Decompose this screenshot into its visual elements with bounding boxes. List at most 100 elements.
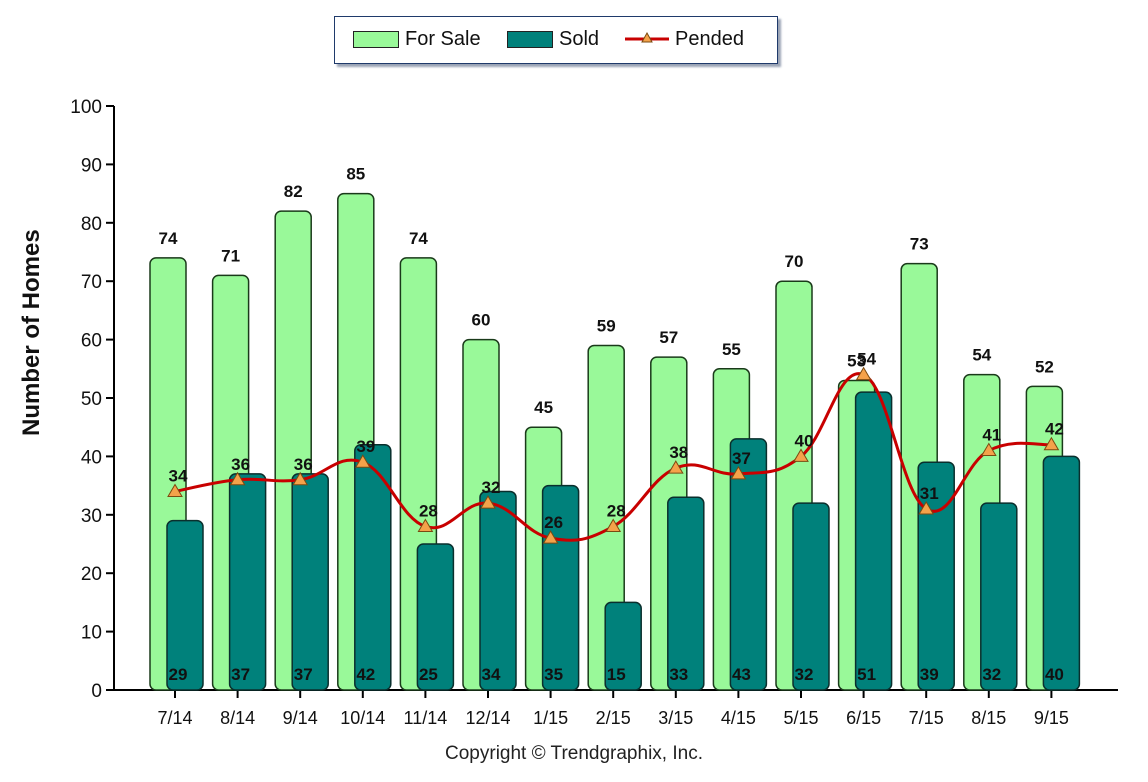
y-tick-label: 30 bbox=[81, 506, 102, 527]
for-sale-value-label: 59 bbox=[597, 316, 616, 335]
pended-value-label: 31 bbox=[920, 484, 939, 503]
for-sale-value-label: 54 bbox=[972, 346, 991, 365]
for-sale-value-label: 53 bbox=[847, 351, 866, 370]
legend-label-for-sale: For Sale bbox=[405, 27, 481, 50]
for-sale-value-label: 52 bbox=[1035, 357, 1054, 376]
bar-sold bbox=[917, 461, 955, 691]
pended-marker bbox=[667, 460, 684, 474]
pended-marker bbox=[980, 442, 997, 457]
pended-marker bbox=[730, 465, 747, 480]
y-tick-label: 90 bbox=[81, 155, 102, 176]
pended-marker bbox=[542, 530, 559, 544]
legend-label-sold: Sold bbox=[559, 27, 600, 50]
bar-sold bbox=[604, 601, 642, 691]
y-axis-title: Number of Homes bbox=[18, 229, 45, 436]
for-sale-value-label: 45 bbox=[534, 398, 553, 417]
pended-marker bbox=[793, 448, 809, 462]
for-sale-value-label: 70 bbox=[785, 252, 804, 271]
sold-value-label: 34 bbox=[482, 665, 501, 684]
legend: For Sale Sold Pended bbox=[334, 16, 778, 64]
bar-sold bbox=[166, 519, 204, 691]
pended-marker bbox=[480, 495, 496, 509]
pended-marker bbox=[354, 454, 371, 468]
y-tick-label: 10 bbox=[81, 623, 102, 644]
y-tick-label: 100 bbox=[70, 97, 102, 118]
pended-marker bbox=[918, 500, 935, 515]
pended-value-label: 38 bbox=[669, 443, 688, 462]
pended-value-label: 41 bbox=[982, 426, 1001, 445]
legend-item-for-sale: For Sale bbox=[353, 27, 481, 51]
sold-value-label: 37 bbox=[231, 665, 250, 684]
for-sale-value-label: 74 bbox=[409, 229, 428, 248]
for-sale-value-label: 60 bbox=[472, 311, 491, 330]
pended-marker bbox=[229, 471, 246, 486]
pended-marker bbox=[167, 483, 183, 497]
y-tick-label: 40 bbox=[81, 447, 102, 468]
pended-value-label: 36 bbox=[294, 455, 313, 474]
for-sale-value-label: 82 bbox=[284, 182, 303, 201]
x-tick-label: 4/15 bbox=[721, 708, 756, 728]
bar-sold bbox=[854, 391, 893, 691]
sold-value-label: 35 bbox=[544, 665, 563, 684]
legend-item-sold: Sold bbox=[507, 27, 599, 51]
for-sale-value-label: 57 bbox=[659, 328, 678, 347]
bar-sold bbox=[792, 502, 830, 691]
sold-value-label: 37 bbox=[294, 665, 313, 684]
pended-value-label: 39 bbox=[356, 437, 375, 456]
pended-value-label: 37 bbox=[732, 449, 751, 468]
pended-marker bbox=[855, 366, 872, 381]
pended-value-label: 42 bbox=[1045, 420, 1064, 439]
y-tick-label: 0 bbox=[91, 681, 102, 702]
bar-sold bbox=[729, 438, 768, 691]
bar-sold bbox=[291, 473, 329, 691]
sold-value-label: 42 bbox=[356, 665, 375, 684]
x-tick-label: 3/15 bbox=[658, 708, 693, 728]
pended-marker bbox=[417, 518, 434, 532]
x-tick-label: 2/15 bbox=[596, 708, 631, 728]
sold-value-label: 32 bbox=[795, 665, 814, 684]
bar-sold bbox=[479, 490, 517, 691]
x-tick-label: 10/14 bbox=[340, 708, 385, 728]
bar-sold bbox=[416, 543, 455, 691]
x-tick-label: 7/15 bbox=[909, 708, 944, 728]
legend-item-pended: Pended bbox=[625, 27, 744, 51]
x-tick-label: 9/14 bbox=[283, 708, 318, 728]
bar-sold bbox=[980, 502, 1018, 691]
x-tick-label: 11/14 bbox=[404, 708, 448, 728]
y-tick-label: 50 bbox=[81, 389, 102, 410]
sold-value-label: 43 bbox=[732, 665, 751, 684]
sold-value-label: 39 bbox=[920, 665, 939, 684]
y-tick-label: 70 bbox=[81, 272, 102, 293]
pended-value-label: 28 bbox=[419, 501, 438, 520]
pended-value-label: 34 bbox=[169, 466, 188, 485]
bar-sold bbox=[354, 443, 392, 691]
for-sale-value-label: 71 bbox=[221, 246, 240, 265]
sold-swatch bbox=[507, 30, 553, 48]
for-sale-value-label: 74 bbox=[159, 229, 178, 248]
pended-line bbox=[174, 372, 1052, 542]
bar-sold bbox=[1042, 455, 1081, 691]
x-tick-label: 6/15 bbox=[846, 708, 881, 728]
sold-value-label: 15 bbox=[607, 665, 626, 684]
bar-sold bbox=[228, 473, 267, 691]
sold-value-label: 40 bbox=[1045, 665, 1064, 684]
pended-line-swatch bbox=[625, 31, 669, 43]
legend-label-pended: Pended bbox=[675, 27, 744, 50]
for-sale-value-label: 85 bbox=[346, 165, 365, 184]
x-tick-label: 12/14 bbox=[465, 708, 510, 728]
x-tick-label: 1/15 bbox=[533, 708, 568, 728]
pended-marker bbox=[292, 471, 309, 486]
pended-value-label: 32 bbox=[482, 478, 501, 497]
sold-value-label: 25 bbox=[419, 665, 438, 684]
pended-marker bbox=[605, 518, 622, 532]
sold-value-label: 33 bbox=[669, 665, 688, 684]
pended-value-label: 26 bbox=[544, 513, 563, 532]
for-sale-value-label: 55 bbox=[722, 340, 741, 359]
copyright-footer: Copyright © Trendgraphix, Inc. bbox=[445, 743, 703, 764]
x-tick-label: 8/15 bbox=[971, 708, 1006, 728]
sold-value-label: 29 bbox=[169, 665, 188, 684]
pended-marker bbox=[1043, 436, 1060, 451]
sold-value-label: 51 bbox=[857, 665, 876, 684]
x-tick-label: 7/14 bbox=[157, 708, 192, 728]
